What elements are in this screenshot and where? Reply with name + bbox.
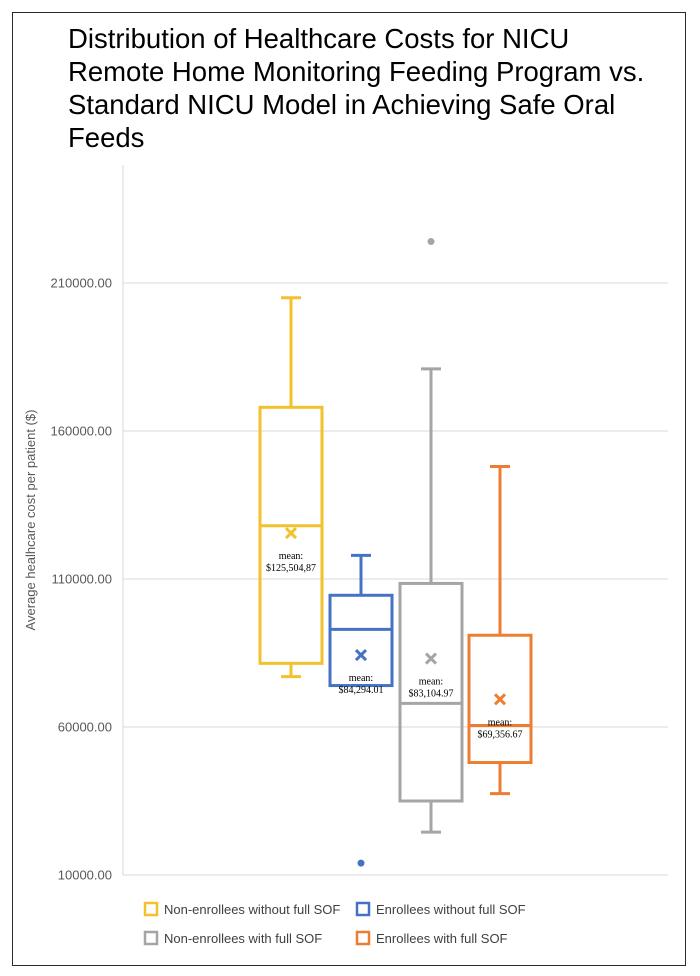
y-tick-label: 10000.00 [58,868,112,883]
mean-label-value: $125,504,87 [266,563,316,574]
legend-swatch [143,901,159,917]
y-axis-title: Average healhcare cost per patient ($) [23,410,38,631]
legend-swatch [143,930,159,946]
mean-label-prefix: mean: [488,717,512,728]
box-iqr [328,593,394,688]
mean-marker [424,652,438,665]
legend-item: Non-enrollees without full SOF [143,901,340,917]
legend-label: Enrollees with full SOF [376,931,508,946]
mean-marker [284,527,298,540]
mean-label-value: $84,294.01 [339,685,384,696]
box-iqr [398,581,464,803]
legend-label: Non-enrollees with full SOF [164,931,322,946]
y-axis: 10000.00 60000.00 110000.00 160000.00 210000… [23,165,124,883]
mean-label-value: $69,356.67 [478,729,523,740]
y-tick-label: 160000.00 [51,424,112,439]
box-group: mean:$84,294.01 [328,553,394,867]
gridlines [123,282,668,876]
mean-label-prefix: mean: [419,677,443,688]
mean-label-prefix: mean: [349,673,373,684]
mean-marker [354,649,368,662]
y-tick-label: 110000.00 [52,572,113,587]
mean-marker [493,693,507,706]
legend: Non-enrollees without full SOF Enrollees … [143,901,526,946]
y-tick-label: 210000.00 [51,276,112,291]
outlier-point [357,859,365,867]
box-group: mean:$125,504,87 [258,296,324,679]
box-group: mean:$83,104.97 [398,238,464,834]
chart-frame [12,12,686,966]
legend-label: Non-enrollees without full SOF [164,902,340,917]
chart-title: Distribution of Healthcare Costs for NIC… [68,23,645,153]
box-iqr [258,405,324,665]
outlier-point [427,238,435,246]
legend-item: Enrollees with full SOF [355,930,508,946]
legend-label: Enrollees without full SOF [376,902,526,917]
mean-label-value: $83,104.97 [409,689,454,700]
legend-item: Non-enrollees with full SOF [143,930,322,946]
mean-label-prefix: mean: [279,551,303,562]
box-group: mean:$69,356.67 [467,465,533,796]
box-iqr [467,633,533,765]
legend-swatch [355,930,371,946]
y-tick-label: 60000.00 [58,720,112,735]
legend-swatch [355,901,371,917]
legend-item: Enrollees without full SOF [355,901,526,917]
box-series: mean:$125,504,87mean:$84,294.01mean:$83,… [258,238,533,867]
